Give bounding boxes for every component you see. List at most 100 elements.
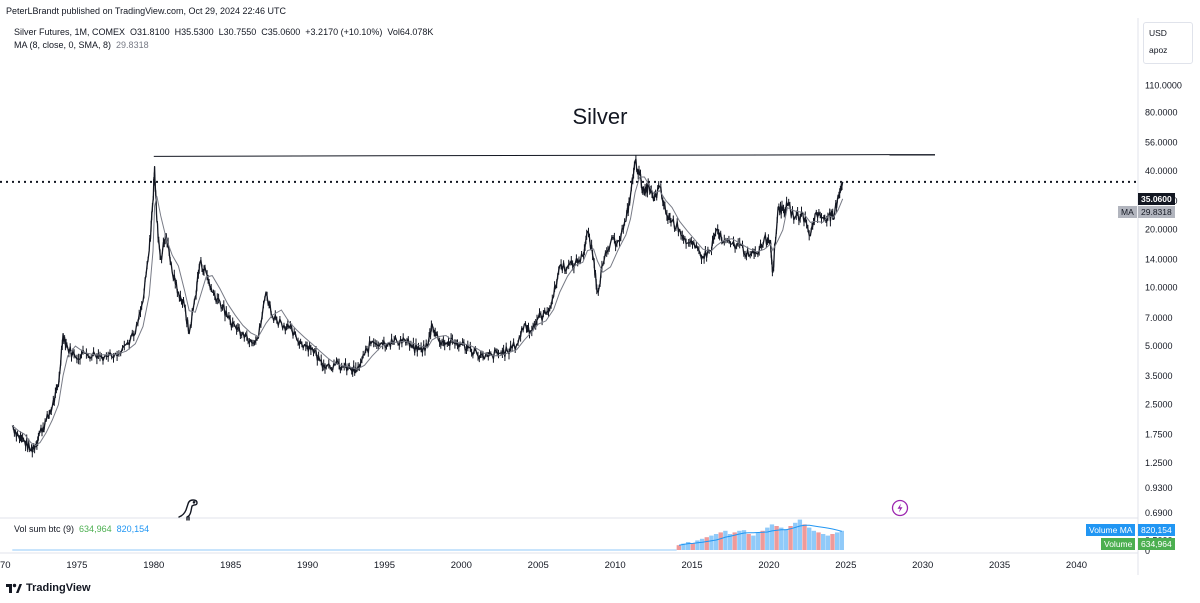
volume-bar — [779, 527, 784, 550]
volume-bar — [690, 542, 695, 550]
tradingview-logo: TradingView — [6, 582, 91, 594]
ma-legend[interactable]: MA (8, close, 0, SMA, 8) 29.8318 — [14, 40, 149, 50]
y-tick-label: 0.9300 — [1145, 483, 1173, 493]
price-axis[interactable]: 160.0000110.000080.000056.000040.000028.… — [1145, 49, 1183, 556]
volume-bar — [676, 545, 682, 550]
volume-bar — [746, 534, 751, 550]
volume-bar — [751, 535, 756, 550]
high-value: H35.5300 — [174, 27, 214, 37]
volume-ma-line — [678, 524, 843, 546]
volume-bar — [797, 519, 803, 550]
volume-bar — [760, 530, 765, 550]
x-tick-label: 2005 — [528, 560, 549, 571]
y-tick-label: 56.0000 — [1145, 137, 1178, 147]
volume-bar — [755, 532, 761, 550]
volume-bar — [727, 534, 733, 550]
resistance-trendline[interactable] — [153, 154, 936, 157]
volume-bar — [820, 534, 826, 550]
y-tick-label: 2.5000 — [1145, 400, 1173, 410]
price-bar-ranges — [12, 155, 843, 458]
volume-bar — [695, 540, 700, 550]
volume-bar — [765, 527, 770, 550]
volume-bar — [699, 538, 705, 550]
volume-bar — [793, 522, 798, 550]
symbol-legend[interactable]: Silver Futures, 1M, COMEX O31.8100 H35.5… — [14, 27, 433, 37]
ma-legend-value: 29.8318 — [116, 40, 149, 50]
volume-bar — [685, 542, 691, 550]
x-tick-label: 2040 — [1066, 560, 1087, 571]
y-tick-label: 5.0000 — [1145, 341, 1173, 351]
tradingview-brand: TradingView — [26, 582, 91, 594]
x-tick-label: 1975 — [66, 560, 87, 571]
volume-bar — [834, 532, 840, 550]
volume-bar — [704, 537, 709, 550]
volume-bar — [723, 530, 728, 550]
volume-bar — [830, 534, 835, 550]
y-tick-label: 3.5000 — [1145, 371, 1173, 381]
symbol-name[interactable]: Silver Futures, 1M, COMEX — [14, 27, 126, 37]
close-value: C35.0600 — [261, 27, 301, 37]
y-tick-label: 0.6900 — [1145, 508, 1173, 518]
x-tick-label: 1985 — [220, 560, 241, 571]
currency-button[interactable]: USD — [1149, 28, 1167, 38]
x-tick-label: 1970 — [0, 560, 11, 571]
y-tick-label: 110.0000 — [1145, 81, 1182, 91]
y-tick-label: 0 — [1145, 546, 1150, 556]
volume-bar — [825, 535, 831, 550]
y-tick-label: 1.2500 — [1145, 458, 1173, 468]
volume-bar — [681, 543, 686, 550]
y-tick-label: 1.7500 — [1145, 430, 1173, 440]
dinosaur-icon — [178, 499, 198, 521]
x-tick-label: 2010 — [605, 560, 626, 571]
tradingview-logo-icon — [6, 583, 22, 593]
y-tick-label: 20.0000 — [1145, 224, 1178, 234]
volume-legend[interactable]: Vol sum btc (9) 634,964 820,154 — [14, 524, 149, 534]
y-tick-label: 10.0000 — [1145, 283, 1178, 293]
volume-bar — [839, 530, 844, 550]
volume-value: Vol64.078K — [387, 27, 434, 37]
x-tick-label: 1980 — [143, 560, 164, 571]
volume-badge-label: Volume — [1101, 538, 1136, 550]
y-tick-label: 80.0000 — [1145, 107, 1178, 117]
y-tick-label: 14.0000 — [1145, 254, 1178, 264]
price-line — [11, 158, 844, 453]
volume-bar — [788, 526, 793, 550]
volume-bar — [713, 534, 719, 550]
volume-ma-badge-label: Volume MA — [1086, 524, 1136, 536]
ma-legend-label[interactable]: MA (8, close, 0, SMA, 8) — [14, 40, 112, 50]
chart-title: Silver — [572, 104, 627, 129]
volume-ma-badge-value: 820,154 — [1138, 524, 1175, 536]
chart-overlays — [0, 154, 1138, 183]
volume-bar — [709, 535, 714, 550]
last-price-badge: 35.0600 — [1138, 193, 1175, 205]
moving-average-line — [11, 176, 844, 447]
scale-mode-button[interactable]: apoz — [1149, 45, 1168, 55]
volume-legend-value: 634,964 — [79, 524, 112, 534]
ma-badge-value: 29.8318 — [1138, 206, 1175, 218]
low-value: L30.7550 — [218, 27, 257, 37]
x-tick-label: 1995 — [374, 560, 395, 571]
x-tick-label: 2020 — [758, 560, 779, 571]
time-axis[interactable]: 1970 1975 1980 1985 1990 1995 2000 2005 2010 2015… — [0, 560, 1087, 571]
volume-bar — [816, 532, 821, 550]
volume-ma-legend-value: 820,154 — [116, 524, 150, 534]
volume-histogram — [12, 519, 844, 551]
volume-bar — [807, 527, 812, 550]
scale-controls: USD apoz — [1143, 22, 1193, 64]
lightning-icon[interactable] — [891, 499, 909, 517]
x-tick-label: 2030 — [912, 560, 933, 571]
volume-bar — [737, 530, 742, 550]
volume-bar — [774, 526, 779, 550]
volume-bar — [802, 524, 807, 550]
volume-legend-label[interactable]: Vol sum btc (9) — [14, 524, 75, 534]
volume-bar — [769, 524, 775, 550]
price-series — [11, 155, 844, 458]
volume-bar — [718, 532, 723, 550]
x-tick-label: 2000 — [451, 560, 472, 571]
volume-bar — [811, 530, 817, 550]
volume-bar — [741, 530, 747, 550]
change-value: +3.2170 (+10.10%) — [305, 27, 383, 37]
publisher-line: PeterLBrandt published on TradingView.co… — [6, 6, 287, 16]
volume-badge-value: 634,964 — [1138, 538, 1175, 550]
